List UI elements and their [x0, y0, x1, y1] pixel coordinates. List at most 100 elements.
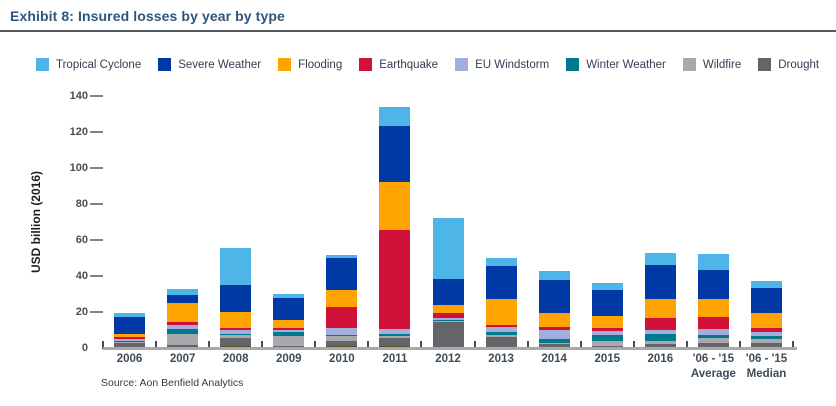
x-tick-mark — [792, 341, 794, 349]
bar-segment-drought — [485, 337, 517, 348]
x-tick-label: 2006 — [116, 353, 143, 365]
x-tick-mark — [685, 341, 688, 349]
x-tick-mark — [314, 341, 317, 349]
bar-slot-2006 — [103, 96, 156, 348]
bar-segment-earthquake — [644, 318, 676, 331]
bar-segment-winter-weather — [220, 333, 252, 335]
bar-slot-2008 — [209, 96, 262, 348]
bar-segment-wildfire — [273, 336, 305, 347]
bar-segment-severe-weather — [114, 316, 146, 334]
bar-segment-eu-windstorm — [273, 330, 305, 332]
page-title: Exhibit 8: Insured losses by year by typ… — [10, 8, 285, 24]
bar-segment-winter-weather — [485, 331, 517, 335]
bar-segment-winter-weather — [379, 333, 411, 337]
bar-segment-tropical-cyclone — [485, 258, 517, 267]
bar-slot-2010 — [315, 96, 368, 348]
bar-segment-eu-windstorm — [220, 330, 252, 334]
bar-segment-flooding — [167, 303, 199, 322]
stacked-bar — [326, 255, 358, 348]
x-tick-label: 2015 — [594, 353, 621, 365]
bar-segment-winter-weather — [644, 333, 676, 341]
x-tick-label: '06 - '15 Average — [690, 353, 736, 380]
y-tick-label: 140 — [69, 90, 88, 102]
bar-segment-severe-weather — [379, 125, 411, 183]
bar-segment-tropical-cyclone — [697, 253, 729, 270]
bar-segment-drought — [220, 338, 252, 347]
bar-segment-flooding — [697, 299, 729, 318]
x-tick-label: 2009 — [275, 353, 302, 365]
legend-label: Drought — [778, 58, 820, 71]
bar-segment-drought — [750, 342, 782, 348]
y-tick-label: 40 — [75, 270, 88, 282]
legend-item-tropical-cyclone: Tropical Cyclone — [36, 58, 141, 71]
y-tick-label: 0 — [81, 342, 88, 354]
x-tick-mark — [261, 341, 264, 349]
title-divider — [0, 30, 836, 32]
y-tick-label: 20 — [75, 306, 88, 318]
bar-segment-severe-weather — [273, 297, 305, 321]
x-tick-label: 2013 — [488, 353, 514, 365]
bar-segment-tropical-cyclone — [644, 252, 676, 266]
bar-segment-earthquake — [326, 306, 358, 329]
bar-slot-2015 — [581, 96, 634, 348]
bar-segment-winter-weather — [432, 320, 464, 322]
bar-segment-winter-weather — [538, 339, 570, 343]
stacked-bar — [750, 280, 782, 348]
bar-segment-winter-weather — [326, 334, 358, 337]
bar-segment-tropical-cyclone — [273, 294, 305, 298]
legend-swatch-icon — [682, 58, 696, 71]
y-tick-mark — [90, 95, 103, 97]
bar-segment-wildfire — [750, 339, 782, 343]
bar-segment-eu-windstorm — [750, 331, 782, 337]
bar-segment-severe-weather — [326, 258, 358, 290]
legend-label: Flooding — [298, 58, 343, 71]
bar-segment-eu-windstorm — [644, 330, 676, 334]
bar-segment-flooding — [326, 289, 358, 307]
legend-swatch-icon — [278, 58, 292, 71]
bar-segment-severe-weather — [538, 279, 570, 313]
bar-segment-earthquake — [485, 324, 517, 328]
legend-item-wildfire: Wildfire — [682, 58, 741, 71]
bar-segment-flooding — [114, 333, 146, 338]
bar-segment-earthquake — [750, 328, 782, 332]
x-tick-mark — [738, 341, 741, 349]
bar-segment-drought — [114, 342, 146, 348]
bar-segment-earthquake — [379, 230, 411, 330]
bar-segment-wildfire — [644, 340, 676, 344]
bar-segment-winter-weather — [591, 335, 623, 341]
bar-segment-eu-windstorm — [591, 330, 623, 336]
stacked-bar — [432, 217, 464, 348]
bar-segment-drought — [273, 346, 305, 348]
y-tick-mark — [90, 203, 103, 205]
x-tick-mark — [632, 341, 635, 349]
x-tick-label: 2008 — [222, 353, 249, 365]
y-tick-mark — [90, 311, 103, 313]
bar-segment-drought — [697, 342, 729, 348]
bar-segment-wildfire — [379, 336, 411, 339]
bar-segment-earthquake — [220, 328, 252, 331]
bar-segment-tropical-cyclone — [379, 106, 411, 126]
x-tick-label: '06 - '15 Median — [745, 353, 788, 380]
bar-segment-wildfire — [167, 333, 199, 346]
legend-label: EU Windstorm — [475, 58, 550, 71]
bar-segment-wildfire — [485, 334, 517, 338]
y-tick-label: 100 — [69, 162, 88, 174]
bar-segment-winter-weather — [750, 336, 782, 340]
legend-item-winter-weather: Winter Weather — [566, 58, 666, 71]
bar-segment-eu-windstorm — [114, 339, 146, 341]
bar-segment-flooding — [591, 315, 623, 329]
bar-segment-tropical-cyclone — [167, 288, 199, 295]
bar-segment-winter-weather — [167, 329, 199, 334]
stacked-bar — [167, 288, 199, 348]
bar-segment-drought — [644, 343, 676, 348]
legend-label: Severe Weather — [178, 58, 262, 71]
bar-group — [103, 96, 793, 348]
stacked-bar — [273, 294, 305, 348]
legend-item-eu-windstorm: EU Windstorm — [455, 58, 549, 71]
x-tick-mark — [102, 341, 104, 349]
x-tick-mark — [208, 341, 211, 349]
stacked-bar — [697, 253, 729, 348]
bar-segment-winter-weather — [273, 331, 305, 337]
x-tick-label: 2011 — [382, 353, 408, 365]
